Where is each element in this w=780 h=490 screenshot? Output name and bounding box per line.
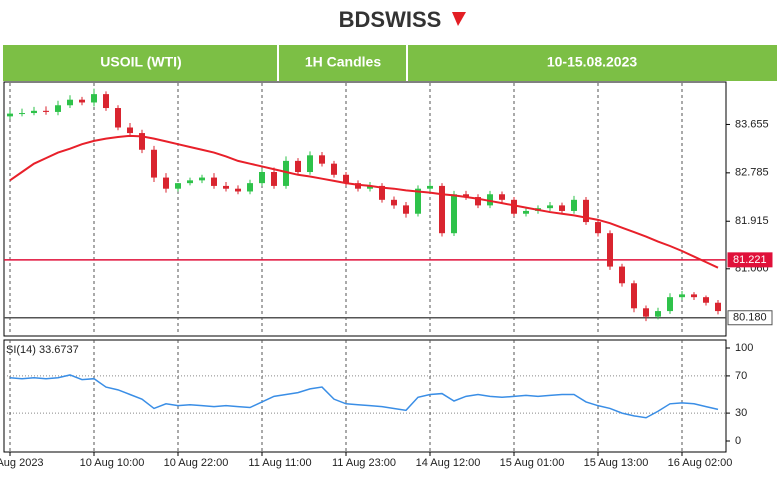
x-tick-label: 10 Aug 10:00 bbox=[80, 457, 145, 469]
price-label-box bbox=[727, 310, 773, 326]
candle-body bbox=[115, 108, 121, 128]
candle-body bbox=[91, 94, 97, 103]
candle-body bbox=[427, 185, 433, 189]
candle-body bbox=[247, 183, 253, 192]
candle-body bbox=[319, 155, 325, 164]
candle-body bbox=[331, 163, 337, 175]
price-label: 80.180 bbox=[733, 312, 767, 324]
candle-body bbox=[679, 294, 685, 298]
header-cell: 10-15.08.2023 bbox=[547, 54, 638, 70]
candle-body bbox=[655, 311, 661, 317]
candle-body bbox=[415, 188, 421, 214]
x-tick-label: 16 Aug 02:00 bbox=[668, 457, 733, 469]
candle-body bbox=[511, 199, 517, 214]
candle-body bbox=[379, 185, 385, 200]
y-tick-label: 82.785 bbox=[735, 167, 769, 179]
x-tick-label: Aug 2023 bbox=[0, 457, 44, 469]
candle-body bbox=[295, 160, 301, 173]
candle-body bbox=[271, 172, 277, 186]
candle-body bbox=[43, 110, 49, 112]
candle-body bbox=[463, 194, 469, 198]
candle-body bbox=[475, 197, 481, 206]
candle-body bbox=[283, 160, 289, 186]
y-tick-label: 0 bbox=[735, 435, 741, 447]
candle-body bbox=[55, 105, 61, 112]
price-panel bbox=[3, 81, 727, 337]
candle-body bbox=[199, 177, 205, 181]
header-cell: USOIL (WTI) bbox=[100, 54, 181, 70]
candle-body bbox=[175, 183, 181, 189]
candle-body bbox=[103, 94, 109, 109]
candle-body bbox=[643, 308, 649, 317]
logo-mark bbox=[452, 12, 466, 26]
candle-body bbox=[571, 199, 577, 211]
candle-body bbox=[631, 283, 637, 309]
candle-body bbox=[211, 177, 217, 186]
x-tick-label: 11 Aug 23:00 bbox=[332, 457, 396, 469]
x-tick-label: 11 Aug 11:00 bbox=[248, 457, 311, 469]
candle-body bbox=[139, 133, 145, 150]
rsi-line bbox=[9, 374, 719, 419]
candle-body bbox=[523, 210, 529, 214]
candle-body bbox=[487, 194, 493, 206]
candle-body bbox=[499, 194, 505, 200]
candle-body bbox=[151, 149, 157, 178]
candle-body bbox=[403, 205, 409, 214]
y-tick-label: 81.915 bbox=[735, 215, 769, 227]
x-tick-label: 14 Aug 12:00 bbox=[416, 457, 481, 469]
candle-body bbox=[703, 297, 709, 303]
candle-body bbox=[367, 185, 373, 189]
candle-body bbox=[451, 194, 457, 234]
candle-body bbox=[583, 199, 589, 223]
candle-body bbox=[595, 222, 601, 234]
rsi-panel bbox=[3, 339, 727, 453]
x-tick-label: 10 Aug 22:00 bbox=[164, 457, 229, 469]
candle-body bbox=[79, 99, 85, 103]
price-label: 81.221 bbox=[733, 254, 767, 266]
candle-body bbox=[691, 294, 697, 298]
x-tick-label: 15 Aug 13:00 bbox=[584, 457, 649, 469]
candle-body bbox=[619, 266, 625, 284]
indicator-title: SI(14) 33.6737 bbox=[6, 344, 79, 356]
y-tick-label: 83.655 bbox=[735, 118, 769, 130]
candle-body bbox=[187, 180, 193, 184]
candle-body bbox=[163, 177, 169, 189]
price-label-box bbox=[727, 252, 773, 268]
candle-body bbox=[259, 172, 265, 184]
candle-body bbox=[67, 99, 73, 106]
y-tick-label: 30 bbox=[735, 407, 747, 419]
candle-body bbox=[223, 185, 229, 189]
candle-body bbox=[667, 297, 673, 312]
candle-body bbox=[355, 183, 361, 189]
candle-body bbox=[307, 155, 313, 173]
moving-average bbox=[9, 134, 719, 269]
candle-body bbox=[127, 127, 133, 134]
header-cell: 1H Candles bbox=[305, 54, 381, 70]
candle-body bbox=[7, 113, 13, 117]
candle-body bbox=[391, 199, 397, 206]
header-bar bbox=[3, 45, 777, 81]
candle-body bbox=[559, 205, 565, 211]
y-tick-label: 70 bbox=[735, 370, 747, 382]
candle-body bbox=[607, 233, 613, 267]
candle-body bbox=[31, 110, 37, 114]
logo: BDSWISS bbox=[339, 7, 442, 32]
candle-body bbox=[715, 302, 721, 312]
candle-body bbox=[235, 188, 241, 192]
x-tick-label: 15 Aug 01:00 bbox=[500, 457, 565, 469]
candle-body bbox=[19, 113, 25, 115]
candle-body bbox=[439, 185, 445, 234]
candle-body bbox=[343, 174, 349, 184]
candle-body bbox=[547, 205, 553, 209]
y-tick-label: 100 bbox=[735, 342, 753, 354]
